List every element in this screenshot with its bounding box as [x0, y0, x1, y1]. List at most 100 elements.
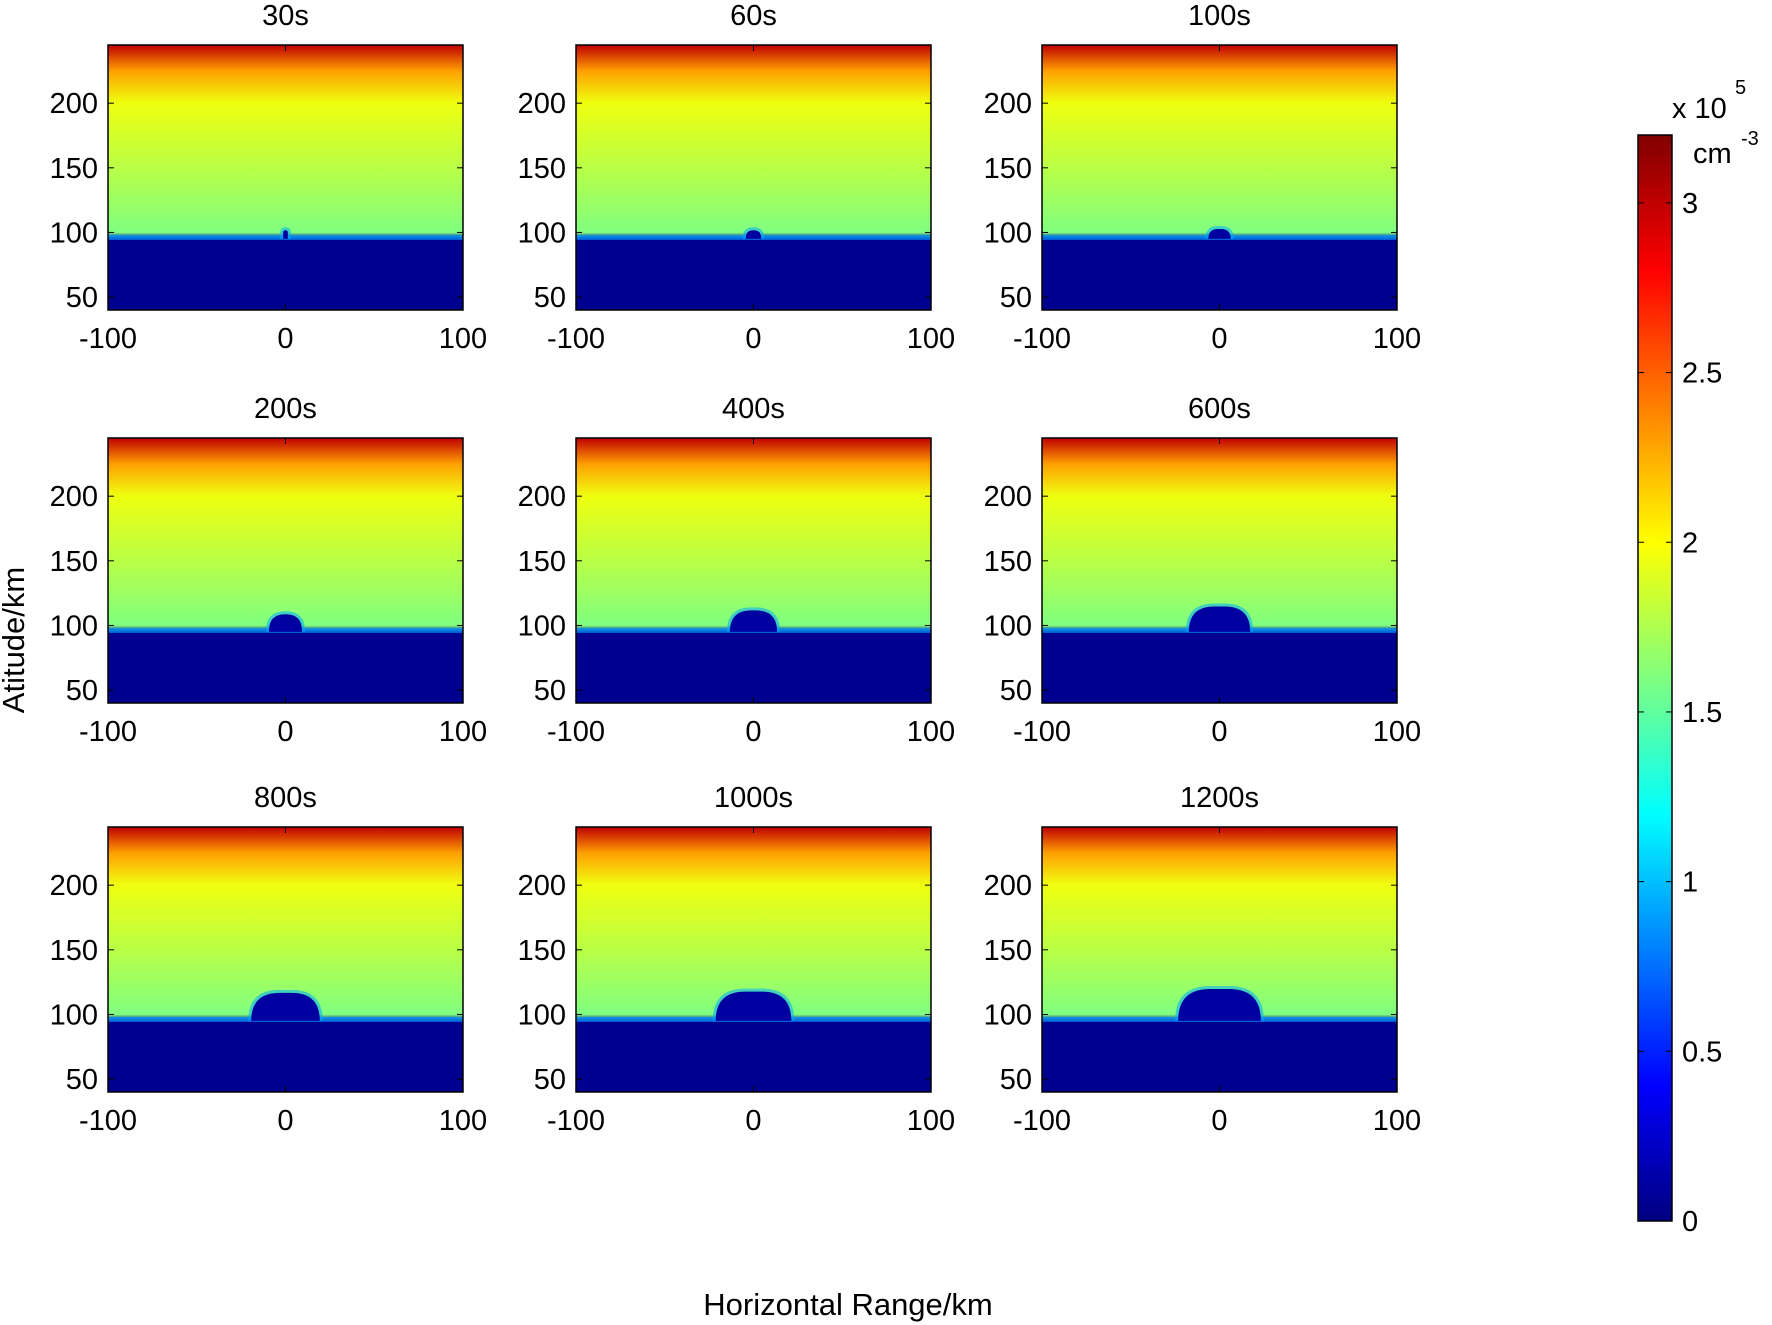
depletion-hole	[251, 992, 320, 1021]
depletion-hole	[729, 610, 778, 632]
y-tick-label: 100	[984, 999, 1032, 1031]
y-tick-label: 200	[50, 481, 98, 513]
panel: 50 100 150 200 -100 0 100 100s	[984, 0, 1422, 355]
depleted-region	[1042, 238, 1397, 310]
x-tick-label: 0	[277, 716, 293, 748]
y-tick-label: 150	[50, 935, 98, 967]
depletion-hole	[745, 230, 762, 239]
y-tick-label: 50	[1000, 282, 1032, 314]
x-tick-label: 0	[1211, 323, 1227, 355]
colorbar-tick-label: 2.5	[1682, 358, 1722, 390]
y-tick-label: 100	[50, 999, 98, 1031]
depletion-hole	[268, 614, 303, 632]
y-axis-label: Atitude/km	[0, 567, 31, 713]
y-tick-label: 50	[534, 282, 566, 314]
y-tick-label: 150	[984, 153, 1032, 185]
depletion-hole	[1178, 989, 1261, 1021]
colorbar-tick-label: 2	[1682, 527, 1698, 559]
y-tick-label: 200	[50, 870, 98, 902]
y-tick-label: 150	[518, 546, 566, 578]
y-tick-label: 150	[984, 935, 1032, 967]
depleted-region	[108, 1020, 463, 1092]
depleted-region	[576, 1020, 931, 1092]
panel: 50 100 150 200 -100 0 100 60s	[518, 0, 956, 355]
panel: 50 100 150 200 -100 0 100 200s	[50, 393, 488, 748]
colorbar-tick-label: 0	[1682, 1206, 1698, 1238]
y-tick-label: 100	[518, 610, 566, 642]
y-tick-label: 50	[1000, 675, 1032, 707]
x-tick-label: -100	[547, 716, 605, 748]
panel: 50 100 150 200 -100 0 100 1000s	[518, 782, 956, 1137]
x-tick-label: 0	[1211, 716, 1227, 748]
y-tick-label: 100	[518, 217, 566, 249]
panel-title: 60s	[730, 0, 777, 32]
panel-title: 600s	[1188, 393, 1251, 425]
depletion-hole	[715, 991, 792, 1021]
x-tick-label: -100	[1013, 1105, 1071, 1137]
panel: 50 100 150 200 -100 0 100 600s	[984, 393, 1422, 748]
y-tick-label: 150	[984, 546, 1032, 578]
colorbar-tick-label: 1.5	[1682, 697, 1722, 729]
x-tick-label: 0	[277, 323, 293, 355]
colorbar-scale-label: x 10	[1672, 93, 1727, 125]
colorbar-gradient	[1638, 135, 1672, 1221]
depleted-region	[576, 238, 931, 310]
x-tick-label: 100	[439, 716, 487, 748]
colorbar: 0 0.5 1 1.5 2 2.5 3 x 10 5 cm -3	[1637, 77, 1759, 1238]
depletion-hole	[1188, 606, 1251, 632]
x-tick-label: 100	[439, 1105, 487, 1137]
y-tick-label: 50	[66, 675, 98, 707]
x-tick-label: 0	[1211, 1105, 1227, 1137]
x-tick-label: -100	[1013, 716, 1071, 748]
y-tick-label: 100	[518, 999, 566, 1031]
y-tick-label: 200	[518, 88, 566, 120]
y-tick-label: 100	[984, 217, 1032, 249]
panel-title: 100s	[1188, 0, 1251, 32]
panel-title: 1200s	[1180, 782, 1259, 814]
y-tick-label: 150	[518, 153, 566, 185]
panel-title: 30s	[262, 0, 309, 32]
y-tick-label: 100	[984, 610, 1032, 642]
colorbar-tick-label: 0.5	[1682, 1036, 1722, 1068]
panel-title: 1000s	[714, 782, 793, 814]
y-tick-label: 200	[50, 88, 98, 120]
x-tick-label: 100	[907, 323, 955, 355]
panel: 50 100 150 200 -100 0 100 400s	[518, 393, 956, 748]
x-tick-label: -100	[79, 1105, 137, 1137]
y-tick-label: 150	[50, 153, 98, 185]
y-tick-label: 200	[984, 481, 1032, 513]
depleted-region	[1042, 1020, 1397, 1092]
depleted-region	[108, 238, 463, 310]
y-tick-label: 200	[984, 88, 1032, 120]
colorbar-scale-exponent: 5	[1735, 77, 1746, 99]
x-tick-label: -100	[547, 1105, 605, 1137]
x-tick-label: 0	[745, 1105, 761, 1137]
depleted-region	[108, 631, 463, 703]
x-tick-label: 100	[1373, 716, 1421, 748]
y-tick-label: 200	[518, 481, 566, 513]
y-tick-label: 100	[50, 610, 98, 642]
x-tick-label: 0	[745, 323, 761, 355]
y-tick-label: 50	[1000, 1064, 1032, 1096]
colorbar-unit-label: cm	[1693, 138, 1732, 170]
panel: 50 100 150 200 -100 0 100 30s	[50, 0, 488, 355]
x-tick-label: 100	[1373, 1105, 1421, 1137]
x-tick-label: 0	[745, 716, 761, 748]
panel: 50 100 150 200 -100 0 100 1200s	[984, 782, 1422, 1137]
colorbar-tick-label: 3	[1682, 188, 1698, 220]
colorbar-unit-exponent: -3	[1741, 128, 1759, 150]
depleted-region	[576, 631, 931, 703]
x-tick-label: -100	[1013, 323, 1071, 355]
y-tick-label: 50	[66, 282, 98, 314]
x-axis-label: Horizontal Range/km	[703, 1287, 992, 1322]
panels-grid: 50 100 150 200 -100 0 100 30s 50 100 150 200 -100 0 10…	[50, 0, 1422, 1137]
depletion-hole	[283, 230, 288, 239]
x-tick-label: -100	[79, 716, 137, 748]
y-tick-label: 150	[50, 546, 98, 578]
depleted-region	[1042, 631, 1397, 703]
panel-title: 400s	[722, 393, 785, 425]
x-tick-label: 100	[1373, 323, 1421, 355]
y-tick-label: 150	[518, 935, 566, 967]
x-tick-label: 100	[907, 716, 955, 748]
